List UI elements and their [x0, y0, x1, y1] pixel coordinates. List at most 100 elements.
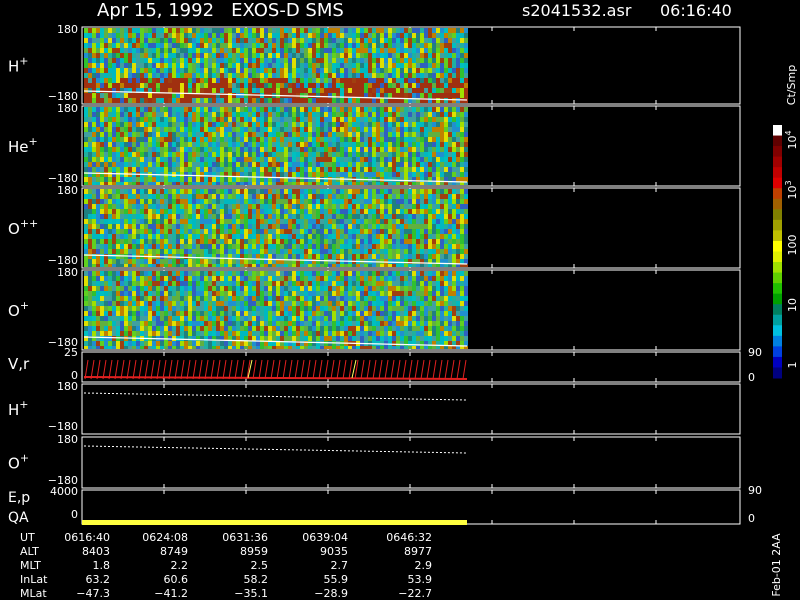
spectrogram-cell — [280, 209, 284, 214]
spectrogram-cell — [392, 234, 396, 239]
spectrogram-cell — [368, 182, 372, 185]
spectrogram-cell — [424, 157, 428, 162]
spectrogram-cell — [200, 239, 204, 244]
spectrogram-cell — [284, 127, 288, 132]
spectrogram-cell — [88, 249, 92, 254]
spectrogram-cell — [180, 33, 184, 38]
spectrogram-cell — [212, 199, 216, 204]
spectrogram-cell — [280, 63, 284, 68]
panel-label-text: H — [8, 58, 19, 76]
spectrogram-cell — [288, 53, 292, 58]
spectrogram-cell — [404, 117, 408, 122]
spectrogram-cell — [344, 112, 348, 117]
spectrogram-cell — [148, 264, 152, 267]
spectrogram-cell — [136, 249, 140, 254]
spectrogram-cell — [140, 38, 144, 43]
spectrogram-cell — [132, 127, 136, 132]
spectrogram-cell — [148, 73, 152, 78]
spectrogram-cell — [92, 88, 96, 93]
spectrogram-cell — [172, 296, 176, 301]
spectrogram-cell — [392, 58, 396, 63]
spectrogram-cell — [216, 214, 220, 219]
spectrogram-cell — [180, 189, 184, 194]
spectrogram-cell — [260, 78, 264, 83]
spectrogram-cell — [140, 321, 144, 326]
spectrogram-cell — [264, 88, 268, 93]
spectrogram-cell — [144, 157, 148, 162]
spectrogram-cell — [340, 234, 344, 239]
spectrogram-cell — [292, 83, 296, 88]
spectrogram-cell — [132, 264, 136, 267]
spectrogram-cell — [240, 98, 244, 103]
spectrogram-cell — [424, 58, 428, 63]
spectrogram-cell — [168, 33, 172, 38]
spectrogram-cell — [292, 147, 296, 152]
spectrogram-cell — [120, 234, 124, 239]
spectrogram-cell — [92, 167, 96, 172]
spectrogram-cell — [324, 88, 328, 93]
spectrogram-cell — [368, 189, 372, 194]
spectrogram-cell — [240, 167, 244, 172]
spectrogram-cell — [376, 199, 380, 204]
spectrogram-cell — [84, 83, 88, 88]
spectrogram-cell — [336, 88, 340, 93]
spectrogram-cell — [428, 209, 432, 214]
spectrogram-cell — [156, 162, 160, 167]
spectrogram-cell — [176, 189, 180, 194]
spectrogram-cell — [204, 264, 208, 267]
spectrogram-cell — [104, 296, 108, 301]
spectrogram-cell — [320, 182, 324, 185]
spectrogram-cell — [328, 58, 332, 63]
spectrogram-cell — [180, 68, 184, 73]
spectrogram-cell — [452, 189, 456, 194]
spectrogram-cell — [328, 38, 332, 43]
spectrogram-cell — [396, 112, 400, 117]
spectrogram-cell — [320, 224, 324, 229]
spectrogram-cell — [216, 229, 220, 234]
spectrogram-cell — [276, 234, 280, 239]
spectrogram-cell — [112, 137, 116, 142]
spectrogram-cell — [176, 137, 180, 142]
spectrogram-cell — [92, 321, 96, 326]
spectrogram-cell — [372, 58, 376, 63]
spectrogram-cell — [344, 58, 348, 63]
spectrogram-cell — [352, 219, 356, 224]
spectrogram-cell — [424, 43, 428, 48]
spectrogram-cell — [300, 239, 304, 244]
spectrogram-cell — [360, 249, 364, 254]
spectrogram-cell — [148, 167, 152, 172]
spectrogram-cell — [388, 107, 392, 112]
spectrogram-cell — [420, 83, 424, 88]
spectrogram-cell — [224, 224, 228, 229]
spectrogram-cell — [100, 244, 104, 249]
spectrogram-cell — [388, 214, 392, 219]
spectrogram-cell — [100, 177, 104, 182]
spectrogram-cell — [232, 53, 236, 58]
spectrogram-cell — [368, 88, 372, 93]
spectrogram-cell — [176, 194, 180, 199]
spectrogram-cell — [276, 88, 280, 93]
spectrogram-cell — [204, 177, 208, 182]
spectrogram-cell — [300, 194, 304, 199]
spectrogram-cell — [396, 28, 400, 33]
spectrogram-cell — [284, 117, 288, 122]
spectrogram-cell — [100, 219, 104, 224]
spectrogram-cell — [196, 259, 200, 264]
spectrogram-cell — [240, 194, 244, 199]
spectrogram-cell — [172, 167, 176, 172]
spectrogram-cell — [464, 249, 468, 254]
spectrogram-cell — [204, 88, 208, 93]
spectrogram-cell — [388, 28, 392, 33]
spectrogram-cell — [428, 73, 432, 78]
spectrogram-cell — [212, 38, 216, 43]
spectrogram-cell — [164, 224, 168, 229]
spectrogram-cell — [172, 162, 176, 167]
spectrogram-cell — [432, 219, 436, 224]
spectrogram-cell — [408, 204, 412, 209]
spectrogram-cell — [296, 167, 300, 172]
spectrogram-cell — [160, 83, 164, 88]
spectrogram-cell — [84, 326, 88, 331]
spectrogram-cell — [164, 264, 168, 267]
spectrogram-cell — [356, 78, 360, 83]
spectrogram-cell — [344, 33, 348, 38]
